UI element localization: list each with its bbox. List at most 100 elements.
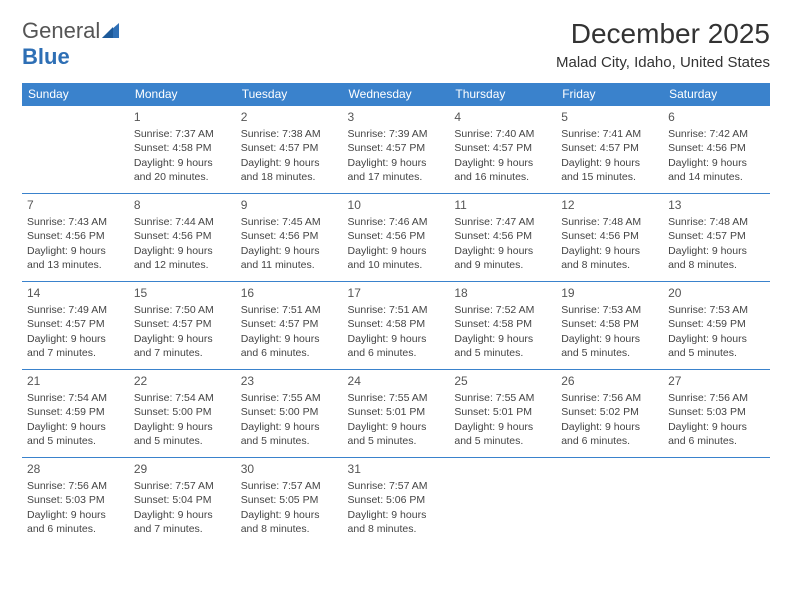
daylight-text: Daylight: 9 hours [134, 244, 231, 258]
sunset-text: Sunset: 5:01 PM [454, 405, 551, 419]
day-number: 27 [668, 373, 765, 389]
weekday-sat: Saturday [663, 83, 770, 106]
daylight-text: Daylight: 9 hours [27, 332, 124, 346]
sunset-text: Sunset: 4:57 PM [668, 229, 765, 243]
calendar-cell: 5Sunrise: 7:41 AMSunset: 4:57 PMDaylight… [556, 106, 663, 194]
daylight-text: Daylight: 9 hours [241, 420, 338, 434]
calendar-cell: 2Sunrise: 7:38 AMSunset: 4:57 PMDaylight… [236, 106, 343, 194]
day-number: 16 [241, 285, 338, 301]
daylight-text: Daylight: 9 hours [561, 156, 658, 170]
calendar-cell: 6Sunrise: 7:42 AMSunset: 4:56 PMDaylight… [663, 106, 770, 194]
daylight-text: Daylight: 9 hours [668, 244, 765, 258]
day-number: 19 [561, 285, 658, 301]
sunset-text: Sunset: 5:00 PM [134, 405, 231, 419]
calendar-cell: 26Sunrise: 7:56 AMSunset: 5:02 PMDayligh… [556, 370, 663, 458]
calendar-row: 1Sunrise: 7:37 AMSunset: 4:58 PMDaylight… [22, 106, 770, 194]
sunrise-text: Sunrise: 7:56 AM [27, 479, 124, 493]
calendar-table: Sunday Monday Tuesday Wednesday Thursday… [22, 83, 770, 546]
daylight-text: and 6 minutes. [668, 434, 765, 448]
daylight-text: and 8 minutes. [668, 258, 765, 272]
day-number: 10 [348, 197, 445, 213]
sunrise-text: Sunrise: 7:55 AM [454, 391, 551, 405]
daylight-text: and 5 minutes. [241, 434, 338, 448]
weekday-tue: Tuesday [236, 83, 343, 106]
sunrise-text: Sunrise: 7:51 AM [241, 303, 338, 317]
daylight-text: Daylight: 9 hours [241, 332, 338, 346]
sunset-text: Sunset: 4:56 PM [27, 229, 124, 243]
calendar-cell [556, 458, 663, 546]
sunrise-text: Sunrise: 7:54 AM [134, 391, 231, 405]
sunrise-text: Sunrise: 7:37 AM [134, 127, 231, 141]
sunset-text: Sunset: 4:59 PM [668, 317, 765, 331]
calendar-cell [449, 458, 556, 546]
calendar-cell: 19Sunrise: 7:53 AMSunset: 4:58 PMDayligh… [556, 282, 663, 370]
daylight-text: and 5 minutes. [27, 434, 124, 448]
sunrise-text: Sunrise: 7:53 AM [668, 303, 765, 317]
sunset-text: Sunset: 4:56 PM [348, 229, 445, 243]
daylight-text: Daylight: 9 hours [454, 244, 551, 258]
daylight-text: and 7 minutes. [27, 346, 124, 360]
sunrise-text: Sunrise: 7:40 AM [454, 127, 551, 141]
sunset-text: Sunset: 4:57 PM [348, 141, 445, 155]
sunset-text: Sunset: 4:57 PM [454, 141, 551, 155]
brand-name-a: General [22, 18, 100, 43]
sunset-text: Sunset: 5:03 PM [27, 493, 124, 507]
sunrise-text: Sunrise: 7:41 AM [561, 127, 658, 141]
calendar-cell: 12Sunrise: 7:48 AMSunset: 4:56 PMDayligh… [556, 194, 663, 282]
brand-name: General Blue [22, 18, 122, 70]
daylight-text: Daylight: 9 hours [134, 420, 231, 434]
location-label: Malad City, Idaho, United States [556, 54, 770, 71]
day-number: 9 [241, 197, 338, 213]
daylight-text: and 6 minutes. [27, 522, 124, 536]
sunrise-text: Sunrise: 7:43 AM [27, 215, 124, 229]
calendar-cell: 28Sunrise: 7:56 AMSunset: 5:03 PMDayligh… [22, 458, 129, 546]
calendar-cell: 15Sunrise: 7:50 AMSunset: 4:57 PMDayligh… [129, 282, 236, 370]
daylight-text: Daylight: 9 hours [454, 156, 551, 170]
day-number: 24 [348, 373, 445, 389]
day-number: 4 [454, 109, 551, 125]
day-number: 28 [27, 461, 124, 477]
daylight-text: and 11 minutes. [241, 258, 338, 272]
brand-name-b: Blue [22, 44, 70, 69]
daylight-text: and 18 minutes. [241, 170, 338, 184]
sunrise-text: Sunrise: 7:50 AM [134, 303, 231, 317]
calendar-body: 1Sunrise: 7:37 AMSunset: 4:58 PMDaylight… [22, 106, 770, 546]
weekday-sun: Sunday [22, 83, 129, 106]
daylight-text: and 10 minutes. [348, 258, 445, 272]
daylight-text: and 6 minutes. [241, 346, 338, 360]
daylight-text: Daylight: 9 hours [668, 420, 765, 434]
weekday-mon: Monday [129, 83, 236, 106]
sunset-text: Sunset: 4:57 PM [561, 141, 658, 155]
sunset-text: Sunset: 5:05 PM [241, 493, 338, 507]
daylight-text: and 5 minutes. [668, 346, 765, 360]
daylight-text: and 5 minutes. [348, 434, 445, 448]
daylight-text: Daylight: 9 hours [27, 420, 124, 434]
sunset-text: Sunset: 4:57 PM [241, 141, 338, 155]
daylight-text: and 17 minutes. [348, 170, 445, 184]
daylight-text: Daylight: 9 hours [134, 508, 231, 522]
calendar-cell: 4 Sunrise: 7:40 AMSunset: 4:57 PMDaylight… [449, 106, 556, 194]
calendar-cell: 30Sunrise: 7:57 AMSunset: 5:05 PMDayligh… [236, 458, 343, 546]
sunset-text: Sunset: 4:58 PM [134, 141, 231, 155]
daylight-text: and 14 minutes. [668, 170, 765, 184]
daylight-text: Daylight: 9 hours [348, 420, 445, 434]
day-number: 20 [668, 285, 765, 301]
calendar-cell: 11Sunrise: 7:47 AMSunset: 4:56 PMDayligh… [449, 194, 556, 282]
brand-logo: General Blue [22, 18, 122, 70]
daylight-text: and 15 minutes. [561, 170, 658, 184]
calendar-cell: 23Sunrise: 7:55 AMSunset: 5:00 PMDayligh… [236, 370, 343, 458]
sunset-text: Sunset: 4:58 PM [561, 317, 658, 331]
calendar-cell: 27Sunrise: 7:56 AMSunset: 5:03 PMDayligh… [663, 370, 770, 458]
sunset-text: Sunset: 4:56 PM [134, 229, 231, 243]
sunset-text: Sunset: 4:58 PM [348, 317, 445, 331]
daylight-text: Daylight: 9 hours [241, 508, 338, 522]
daylight-text: Daylight: 9 hours [668, 156, 765, 170]
daylight-text: and 8 minutes. [561, 258, 658, 272]
calendar-cell: 25Sunrise: 7:55 AMSunset: 5:01 PMDayligh… [449, 370, 556, 458]
sunset-text: Sunset: 4:56 PM [561, 229, 658, 243]
calendar-cell: 29Sunrise: 7:57 AMSunset: 5:04 PMDayligh… [129, 458, 236, 546]
day-number: 15 [134, 285, 231, 301]
sunrise-text: Sunrise: 7:57 AM [241, 479, 338, 493]
daylight-text: and 5 minutes. [454, 434, 551, 448]
daylight-text: Daylight: 9 hours [27, 244, 124, 258]
